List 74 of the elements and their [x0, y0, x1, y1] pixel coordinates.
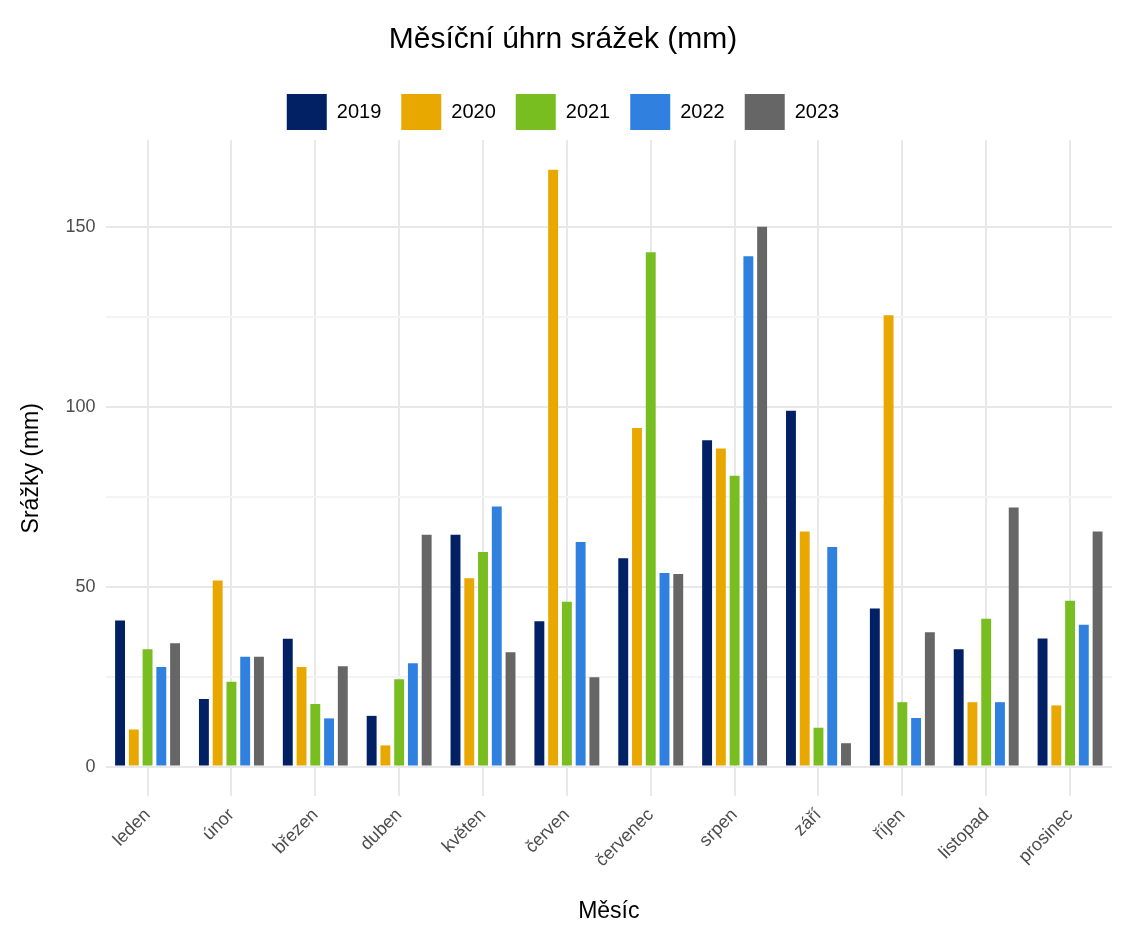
bar: [1092, 531, 1103, 766]
bar: [324, 718, 334, 766]
bar: [421, 534, 432, 766]
bar: [757, 226, 768, 766]
bar: [953, 649, 964, 766]
bar: [464, 578, 475, 766]
bar: [883, 315, 894, 766]
bar: [310, 703, 321, 766]
bar: [296, 666, 307, 766]
bar: [226, 681, 237, 766]
bar: [645, 252, 656, 766]
bar: [897, 702, 908, 766]
legend-label: 2019: [336, 99, 382, 122]
bar: [1051, 705, 1062, 766]
bar: [589, 677, 600, 766]
bar: [491, 506, 502, 766]
y-tick-label: 0: [85, 755, 96, 776]
bar: [799, 531, 810, 766]
bar: [478, 552, 488, 766]
bar: [366, 715, 377, 766]
bar: [743, 256, 754, 766]
y-tick-label: 50: [75, 575, 96, 596]
bar: [715, 448, 726, 766]
x-tick-label: září: [789, 804, 825, 840]
bar: [786, 410, 796, 766]
bar: [170, 643, 181, 766]
bar: [337, 666, 348, 766]
bar: [380, 745, 391, 766]
x-axis-title: Měsíc: [578, 896, 640, 923]
bar: [632, 427, 642, 766]
bar: [924, 632, 935, 766]
bar: [702, 440, 713, 766]
legend-label: 2023: [794, 99, 840, 122]
bar: [1037, 638, 1048, 766]
bar: [967, 702, 978, 766]
bar: [1078, 624, 1089, 766]
bar: [198, 698, 209, 766]
bar: [128, 729, 139, 766]
bar: [813, 727, 824, 766]
bar: [1008, 507, 1019, 766]
bar: [450, 534, 461, 766]
bar: [115, 620, 126, 766]
legend-label: 2021: [565, 99, 611, 122]
chart-title: Měsíční úhrn srážek (mm): [388, 21, 738, 55]
bar: [505, 652, 516, 766]
bar: [827, 547, 838, 766]
bar: [534, 621, 545, 766]
y-tick-label: 100: [65, 395, 96, 416]
bar: [729, 475, 740, 766]
bar: [212, 580, 223, 766]
bar: [394, 679, 405, 766]
legend-label: 2022: [680, 99, 725, 122]
bar: [142, 649, 153, 766]
bar: [253, 656, 264, 766]
bar: [156, 666, 167, 766]
legend-label: 2020: [451, 99, 496, 122]
bar: [911, 718, 922, 766]
bar: [282, 638, 293, 766]
x-tick-label: říjen: [869, 804, 909, 844]
bar: [575, 542, 586, 766]
y-tick-label: 150: [65, 215, 96, 236]
bar: [659, 572, 670, 766]
bar: [869, 608, 880, 766]
bar: [995, 702, 1005, 766]
bar: [240, 656, 251, 766]
bar: [1065, 600, 1076, 766]
y-axis-title: Srážky (mm): [17, 403, 44, 534]
bar: [981, 618, 992, 766]
bar: [618, 558, 629, 766]
bar: [841, 743, 851, 766]
bar: [407, 663, 418, 766]
bar: [561, 601, 572, 766]
bar: [673, 574, 684, 766]
bar: [548, 169, 559, 766]
